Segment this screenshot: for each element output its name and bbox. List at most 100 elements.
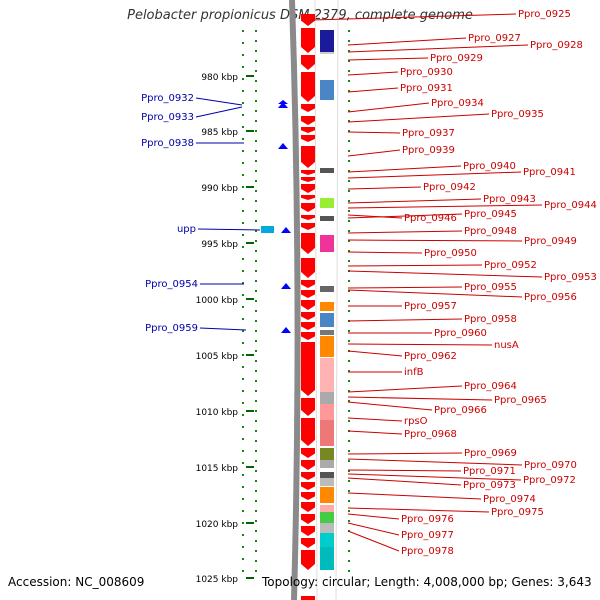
gene-label[interactable]: upp — [177, 224, 196, 235]
forward-gene-arrow[interactable] — [301, 596, 315, 600]
forward-gene-arrow[interactable] — [301, 203, 315, 212]
forward-gene-arrow[interactable] — [301, 258, 315, 278]
forward-gene-arrow[interactable] — [301, 448, 315, 458]
forward-gene-arrow[interactable] — [301, 332, 315, 340]
forward-gene-arrow[interactable] — [301, 300, 315, 310]
forward-gene-arrow[interactable] — [301, 215, 315, 220]
forward-gene-arrow[interactable] — [301, 146, 315, 168]
forward-gene-arrow[interactable] — [301, 312, 315, 320]
forward-gene-arrow[interactable] — [301, 398, 315, 416]
gene-label[interactable]: Ppro_0948 — [464, 226, 517, 237]
forward-gene-arrow[interactable] — [301, 418, 315, 446]
gene-label[interactable]: Ppro_0971 — [463, 466, 516, 477]
gene-label-connector — [347, 507, 490, 513]
reverse-gene-arrow[interactable] — [281, 283, 291, 289]
gene-label[interactable]: infB — [404, 367, 424, 378]
gene-label[interactable]: Ppro_0976 — [401, 514, 454, 525]
forward-gene-arrow[interactable] — [301, 482, 315, 490]
gene-label[interactable]: Ppro_0937 — [402, 128, 455, 139]
gene-label[interactable]: Ppro_0950 — [424, 248, 477, 259]
reverse-gene-arrow[interactable] — [281, 227, 291, 233]
gene-label[interactable]: Ppro_0972 — [523, 475, 576, 486]
gene-label[interactable]: Ppro_0956 — [524, 292, 577, 303]
forward-gene-arrow[interactable] — [301, 28, 315, 53]
gene-label[interactable]: Ppro_0933 — [141, 112, 194, 123]
gene-label[interactable]: Ppro_0934 — [431, 98, 484, 109]
forward-gene-arrow[interactable] — [301, 170, 315, 175]
gene-label[interactable]: Ppro_0925 — [518, 9, 571, 20]
reverse-gene-arrow[interactable] — [281, 327, 291, 333]
forward-gene-arrow[interactable] — [301, 538, 315, 548]
forward-gene-arrow[interactable] — [301, 55, 315, 70]
forward-gene-arrow[interactable] — [301, 184, 315, 193]
gene-label[interactable]: Ppro_0968 — [404, 429, 457, 440]
gene-label[interactable]: Ppro_0978 — [401, 546, 454, 557]
gene-label[interactable]: Ppro_0954 — [145, 279, 198, 290]
gene-label[interactable]: Ppro_0975 — [491, 507, 544, 518]
gene-label[interactable]: Ppro_0965 — [494, 395, 547, 406]
gene-label[interactable]: Ppro_0957 — [404, 301, 457, 312]
gene-label[interactable]: Ppro_0945 — [464, 209, 517, 220]
gene-label[interactable]: Ppro_0960 — [434, 328, 487, 339]
gene-label[interactable]: Ppro_0959 — [145, 323, 198, 334]
forward-gene-arrow[interactable] — [301, 116, 315, 125]
forward-gene-arrow[interactable] — [301, 223, 315, 230]
forward-gene-arrow[interactable] — [301, 502, 315, 512]
gene-label[interactable]: Ppro_0941 — [523, 167, 576, 178]
cog-color-box — [320, 448, 334, 460]
gene-label[interactable]: Ppro_0928 — [530, 40, 583, 51]
gene-label[interactable]: Ppro_0969 — [464, 448, 517, 459]
gene-label[interactable]: Ppro_0935 — [491, 109, 544, 120]
forward-gene-arrow[interactable] — [301, 104, 315, 112]
gene-label[interactable]: rpsO — [404, 416, 428, 427]
gene-label[interactable]: Ppro_0962 — [404, 351, 457, 362]
gene-label[interactable]: Ppro_0929 — [430, 53, 483, 64]
gene-label[interactable]: Ppro_0944 — [544, 200, 597, 211]
gene-label[interactable]: Ppro_0938 — [141, 138, 194, 149]
gene-label[interactable]: Ppro_0953 — [544, 272, 597, 283]
forward-gene-arrow[interactable] — [301, 177, 315, 182]
gene-label[interactable]: Ppro_0939 — [402, 145, 455, 156]
gene-label[interactable]: Ppro_0970 — [524, 460, 577, 471]
gene-label[interactable]: Ppro_0955 — [464, 282, 517, 293]
forward-gene-arrow[interactable] — [301, 72, 315, 102]
forward-gene-arrow[interactable] — [301, 322, 315, 330]
forward-gene-arrow[interactable] — [301, 195, 315, 200]
gene-label[interactable]: Ppro_0942 — [423, 182, 476, 193]
reverse-gene-arrow[interactable] — [278, 102, 288, 108]
gene-label[interactable]: Ppro_0966 — [434, 405, 487, 416]
forward-gene-arrow[interactable] — [301, 233, 315, 254]
forward-gene-arrow[interactable] — [301, 550, 315, 570]
forward-gene-arrow[interactable] — [301, 127, 315, 133]
forward-gene-arrow[interactable] — [301, 472, 315, 480]
gene-label[interactable]: Ppro_0932 — [141, 93, 194, 104]
forward-gene-arrow[interactable] — [301, 514, 315, 524]
gene-label[interactable]: Ppro_0977 — [401, 530, 454, 541]
forward-gene-arrow[interactable] — [301, 460, 315, 470]
gene-label[interactable]: Ppro_0973 — [463, 480, 516, 491]
cog-color-box — [320, 168, 334, 173]
gene-label[interactable]: Ppro_0946 — [404, 213, 457, 224]
reverse-gene-arrow[interactable] — [278, 143, 288, 149]
gene-label[interactable]: Ppro_0940 — [463, 161, 516, 172]
gene-label[interactable]: Ppro_0964 — [464, 381, 517, 392]
forward-gene-arrow[interactable] — [301, 290, 315, 298]
gene-label-connector — [347, 530, 400, 552]
gene-label[interactable]: Ppro_0930 — [400, 67, 453, 78]
forward-gene-arrow[interactable] — [301, 135, 315, 142]
reverse-gene-arrow[interactable] — [278, 100, 288, 104]
forward-gene-arrow[interactable] — [301, 14, 315, 26]
gene-label[interactable]: Ppro_0931 — [400, 83, 453, 94]
gene-label[interactable]: nusA — [494, 340, 519, 351]
gene-label[interactable]: Ppro_0943 — [483, 194, 536, 205]
forward-gene-arrow[interactable] — [301, 342, 315, 396]
gene-label[interactable]: Ppro_0974 — [483, 494, 536, 505]
forward-gene-arrow[interactable] — [301, 526, 315, 536]
gene-label[interactable]: Ppro_0949 — [524, 236, 577, 247]
gene-label[interactable]: Ppro_0927 — [468, 33, 521, 44]
forward-gene-arrow[interactable] — [301, 492, 315, 500]
gene-label[interactable]: Ppro_0952 — [484, 260, 537, 271]
gene-label[interactable]: Ppro_0958 — [464, 314, 517, 325]
forward-gene-arrow[interactable] — [301, 280, 315, 288]
